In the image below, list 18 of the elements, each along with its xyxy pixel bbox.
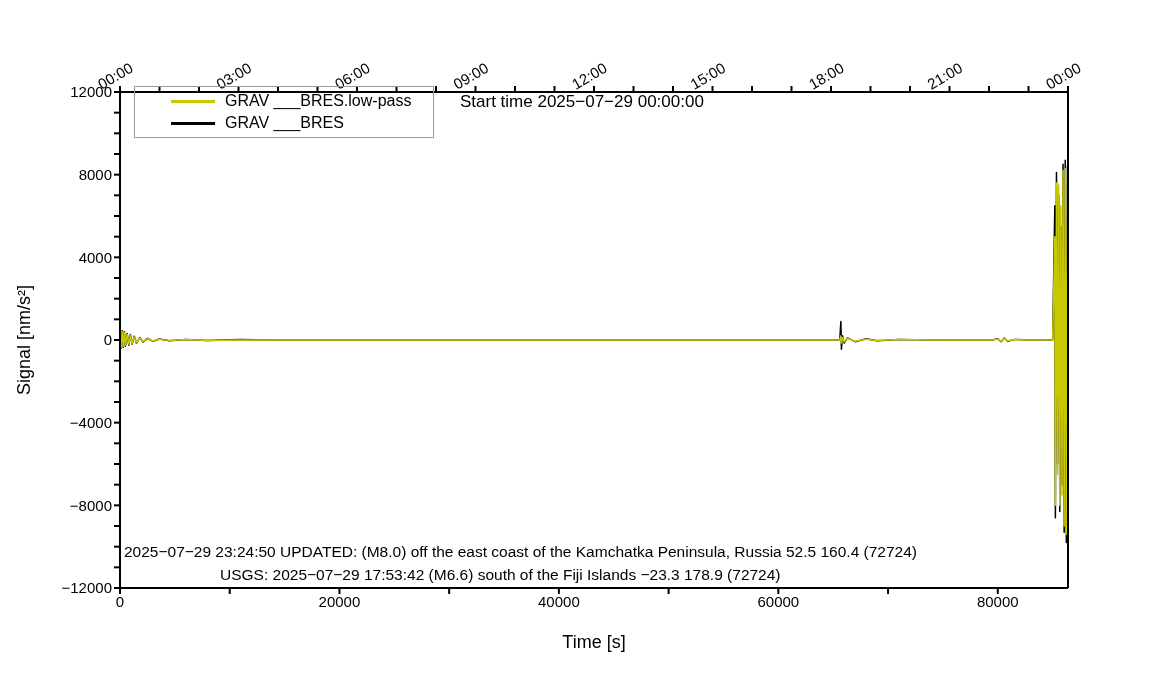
x-tick-label: 20000 [318,592,361,610]
x-tick-label: 0 [115,592,125,610]
x-tick-label: 60000 [757,592,800,610]
y-tick-label: 4000 [78,248,112,266]
x-tick-label: 40000 [538,592,580,610]
y-axis-title: Signal [nm/s²] [14,284,35,396]
annotation: 2025−07−29 23:24:50 UPDATED: (M8.0) off the east coast of the Kamchatka Peninsula, Russia 52.5 160.4 (72724) [124,543,917,561]
x-tick-label: 80000 [976,592,1019,610]
x-axis-title: Time [s] [562,632,626,652]
y-tick-label: 8000 [78,165,112,183]
y-tick-label: −12000 [61,579,112,597]
legend-label: GRAV ___BRES.low-pass [225,91,412,112]
y-tick-label: −8000 [69,496,112,514]
y-tick-label: 0 [103,331,112,349]
legend-label: GRAV ___BRES [225,113,344,134]
y-tick-label: −4000 [69,413,112,431]
annotation: USGS: 2025−07−29 17:53:42 (M6.6) south of the Fiji Islands −23.3 178.9 (72724) [220,566,781,584]
annotation: Start time 2025−07−29 00:00:00 [460,92,704,112]
